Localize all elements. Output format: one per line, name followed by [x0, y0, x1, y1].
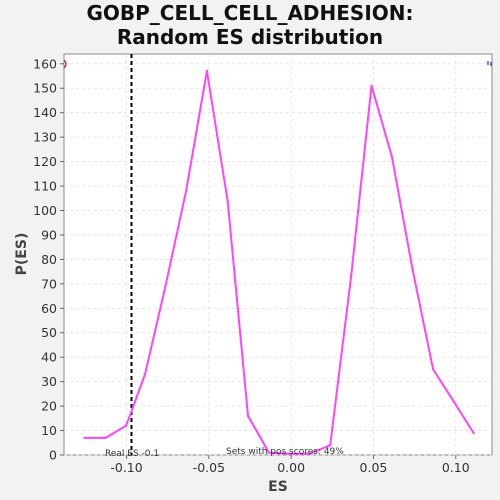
data-point: [431, 368, 435, 371]
y-tick-label: 100: [33, 203, 57, 218]
chart-title-line-2: Random ES distribution: [117, 25, 383, 49]
data-point: [452, 400, 455, 403]
data-point: [472, 431, 475, 435]
data-point: [288, 452, 291, 455]
y-tick-label: 30: [41, 374, 57, 389]
y-tick-label: 120: [33, 154, 57, 169]
series-line: [84, 70, 475, 455]
data-point: [411, 267, 414, 271]
data-point: [328, 444, 332, 447]
y-tick-label: 20: [41, 399, 57, 414]
y-tick-label: 70: [41, 276, 57, 291]
y-tick-label: 90: [41, 227, 57, 242]
pos-scores-annotation: Sets with pos scores: 49%: [226, 447, 344, 457]
data-point: [83, 436, 86, 440]
left-edge-marker: [63, 59, 67, 69]
x-tick-label: 0.10: [442, 460, 470, 475]
x-tick-label: -0.10: [110, 460, 142, 475]
x-axis-ticks: -0.10 -0.05 0.00 0.05 0.10: [110, 455, 470, 475]
y-tick-label: 140: [33, 105, 57, 120]
data-point: [205, 69, 209, 73]
data-point: [164, 285, 167, 288]
y-tick-label: 10: [41, 423, 57, 438]
data-point: [349, 275, 353, 278]
x-tick-label: 0.00: [277, 460, 305, 475]
y-tick-label: 130: [33, 130, 57, 145]
data-point: [390, 155, 394, 158]
plot-area: [63, 53, 493, 456]
y-tick-label: 0: [49, 448, 57, 463]
real-es-label: Real ES -0.1: [105, 449, 159, 459]
data-point: [143, 373, 147, 376]
data-point: [267, 451, 271, 454]
y-tick-label: 80: [41, 252, 57, 267]
y-axis-ticks: 0 10 20 30 40 50 60 70 80 90 100 110 120 130 140 150 160: [33, 56, 64, 463]
y-tick-label: 150: [33, 81, 57, 96]
right-edge-marker: [487, 61, 492, 66]
x-tick-label: 0.05: [360, 460, 388, 475]
chart-title-line-1: GOBP_CELL_CELL_ADHESION:: [86, 1, 413, 25]
data-point: [104, 436, 107, 440]
x-tick-label: -0.05: [193, 460, 225, 475]
data-point: [226, 199, 229, 202]
y-tick-label: 50: [41, 325, 57, 340]
data-point: [184, 189, 188, 193]
series-points: [83, 69, 475, 455]
data-point: [370, 84, 373, 87]
y-axis-label: P(ES): [14, 233, 30, 276]
y-tick-label: 60: [41, 301, 57, 316]
data-point: [246, 414, 250, 418]
data-point: [124, 424, 128, 427]
y-tick-label: 40: [41, 350, 57, 365]
y-tick-label: 110: [33, 179, 57, 194]
data-point: [308, 452, 311, 455]
y-tick-label: 160: [33, 56, 57, 71]
x-axis-label: ES: [268, 479, 288, 495]
